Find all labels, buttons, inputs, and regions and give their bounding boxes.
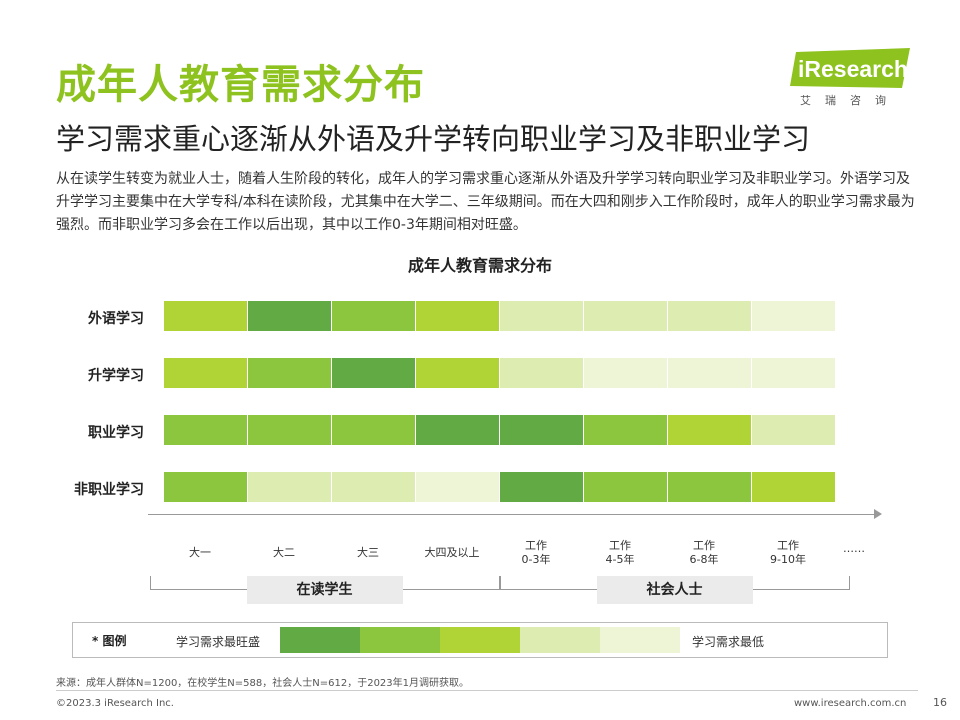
- logo-text: iResearch: [798, 56, 908, 82]
- legend-title: * 图例: [92, 634, 127, 648]
- legend-swatch: [280, 627, 360, 653]
- description-text: 从在读学生转变为就业人士，随着人生阶段的转化，成年人的学习需求重心逐渐从外语及升…: [56, 171, 915, 233]
- heatmap-cell: [752, 301, 835, 331]
- page-title: 成年人教育需求分布: [56, 62, 425, 108]
- source-note: 来源：成年人群体N=1200，在校学生N=588，社会人士N=612，于2023…: [56, 678, 470, 689]
- heatmap-cell: [752, 415, 835, 445]
- x-tick-label: 工作 9-10年: [770, 539, 806, 566]
- legend-low-label: 学习需求最低: [692, 635, 765, 649]
- x-axis-arrow-icon: [874, 509, 882, 519]
- heatmap-cell: [416, 358, 499, 388]
- x-axis-ellipsis: ……: [843, 542, 865, 555]
- group-bracket-tick: [849, 576, 850, 590]
- group-bracket-tick: [150, 576, 151, 590]
- legend-swatch: [600, 627, 680, 653]
- page-number: 16: [933, 696, 947, 709]
- row-label: 外语学习: [88, 311, 144, 327]
- heatmap-cell: [752, 472, 835, 502]
- heatmap-cell: [164, 472, 247, 502]
- heatmap-cell: [248, 358, 331, 388]
- heatmap-cell: [752, 358, 835, 388]
- heatmap-cell: [248, 301, 331, 331]
- row-label: 升学学习: [88, 368, 144, 384]
- x-tick-label: 大一: [189, 546, 211, 559]
- heatmap-cell: [164, 301, 247, 331]
- heatmap-cell: [500, 358, 583, 388]
- group-bracket-tick: [499, 576, 500, 590]
- legend-swatch: [520, 627, 600, 653]
- heatmap-cell: [584, 358, 667, 388]
- footer-divider: [56, 690, 918, 691]
- heatmap-cell: [248, 415, 331, 445]
- iresearch-logo: iResearch 艾瑞咨询: [790, 48, 920, 112]
- group-label: 社会人士: [596, 576, 753, 604]
- x-tick-label: 大二: [273, 546, 295, 559]
- footer-website[interactable]: www.iresearch.com.cn: [794, 698, 907, 709]
- x-axis-line: [148, 514, 878, 515]
- x-tick-label: 工作 6-8年: [689, 539, 719, 566]
- x-tick-label: 工作 4-5年: [605, 539, 635, 566]
- heatmap-cell: [500, 472, 583, 502]
- heatmap-cell: [164, 415, 247, 445]
- heatmap-cell: [584, 301, 667, 331]
- row-label: 非职业学习: [74, 482, 144, 498]
- logo-cn-text: 艾瑞咨询: [800, 94, 900, 107]
- heatmap-cell: [332, 472, 415, 502]
- x-tick-label: 工作 0-3年: [521, 539, 551, 566]
- heatmap-cell: [668, 472, 751, 502]
- heatmap-cell: [668, 301, 751, 331]
- heatmap-cell: [500, 301, 583, 331]
- legend-swatch: [360, 627, 440, 653]
- heatmap-cell: [584, 415, 667, 445]
- row-label: 职业学习: [88, 425, 144, 441]
- footer-copyright: ©2023.3 iResearch Inc.: [56, 698, 174, 709]
- heatmap-cell: [332, 358, 415, 388]
- heatmap-cell: [332, 415, 415, 445]
- legend-box: [72, 622, 888, 658]
- heatmap-cell: [164, 358, 247, 388]
- heatmap-cell: [248, 472, 331, 502]
- legend-high-label: 学习需求最旺盛: [176, 635, 261, 649]
- legend-swatch: [440, 627, 520, 653]
- heatmap-cell: [584, 472, 667, 502]
- heatmap-cell: [500, 415, 583, 445]
- heatmap-cell: [332, 301, 415, 331]
- chart-title: 成年人教育需求分布: [407, 256, 552, 275]
- logo-shape: [790, 48, 910, 88]
- heatmap-cell: [668, 415, 751, 445]
- heatmap-cell: [416, 472, 499, 502]
- group-label: 在读学生: [246, 576, 403, 604]
- x-tick-label: 大三: [357, 546, 379, 559]
- heatmap-cell: [416, 301, 499, 331]
- heatmap-cell: [668, 358, 751, 388]
- x-tick-label: 大四及以上: [424, 546, 480, 559]
- group-bracket-tick: [500, 576, 501, 590]
- page-subtitle: 学习需求重心逐渐从外语及升学转向职业学习及非职业学习: [56, 122, 811, 156]
- heatmap-cell: [416, 415, 499, 445]
